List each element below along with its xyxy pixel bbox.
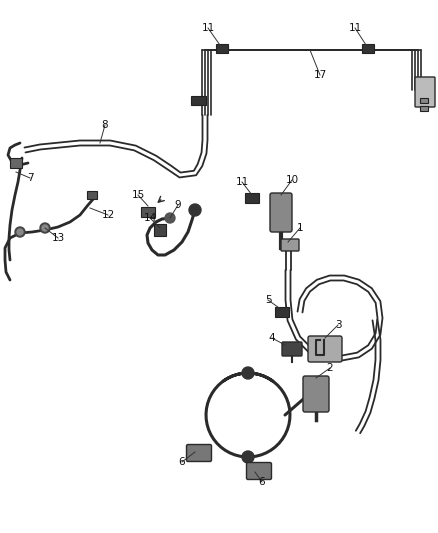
FancyBboxPatch shape: [282, 342, 302, 356]
Text: 2: 2: [327, 363, 333, 373]
FancyBboxPatch shape: [187, 445, 212, 462]
Text: 11: 11: [348, 23, 362, 33]
Text: 6: 6: [179, 457, 185, 467]
Bar: [420, 98, 428, 102]
FancyBboxPatch shape: [281, 239, 299, 251]
Circle shape: [42, 225, 48, 231]
Text: 5: 5: [265, 295, 271, 305]
Bar: [245, 193, 259, 203]
Text: 11: 11: [201, 23, 215, 33]
Bar: [362, 44, 374, 52]
Circle shape: [40, 223, 50, 233]
Text: 7: 7: [27, 173, 33, 183]
Bar: [141, 207, 155, 217]
Circle shape: [17, 229, 23, 235]
FancyBboxPatch shape: [270, 193, 292, 232]
Text: 3: 3: [335, 320, 341, 330]
FancyBboxPatch shape: [247, 463, 272, 480]
Text: 14: 14: [143, 213, 157, 223]
Text: 17: 17: [313, 70, 327, 80]
FancyBboxPatch shape: [415, 77, 435, 107]
Text: 15: 15: [131, 190, 145, 200]
FancyBboxPatch shape: [308, 336, 342, 362]
Text: 11: 11: [235, 177, 249, 187]
Circle shape: [165, 213, 175, 223]
Bar: [10, 158, 22, 168]
Circle shape: [189, 204, 201, 216]
Circle shape: [15, 227, 25, 237]
Bar: [216, 44, 228, 52]
Circle shape: [242, 451, 254, 463]
Circle shape: [242, 367, 254, 379]
Text: 6: 6: [259, 477, 265, 487]
Bar: [87, 191, 97, 199]
Bar: [154, 224, 166, 236]
Bar: [420, 106, 428, 110]
Bar: [275, 307, 289, 317]
Text: 4: 4: [268, 333, 276, 343]
Text: 1: 1: [297, 223, 303, 233]
FancyBboxPatch shape: [303, 376, 329, 412]
Bar: [191, 95, 205, 104]
Text: 9: 9: [175, 200, 181, 210]
Text: 8: 8: [102, 120, 108, 130]
Text: 13: 13: [51, 233, 65, 243]
Text: 10: 10: [286, 175, 299, 185]
Text: 12: 12: [101, 210, 115, 220]
